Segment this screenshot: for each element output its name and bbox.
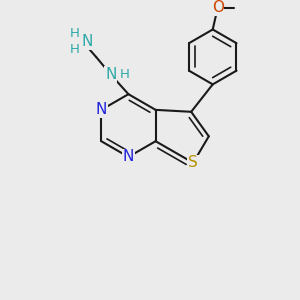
Text: N: N xyxy=(82,34,93,49)
Text: N: N xyxy=(96,102,107,117)
Text: H: H xyxy=(70,43,80,56)
Text: N: N xyxy=(123,149,134,164)
Text: N: N xyxy=(105,67,116,82)
Text: H: H xyxy=(70,27,80,40)
Text: O: O xyxy=(212,0,224,15)
Text: H: H xyxy=(120,68,130,81)
Text: S: S xyxy=(188,155,198,170)
